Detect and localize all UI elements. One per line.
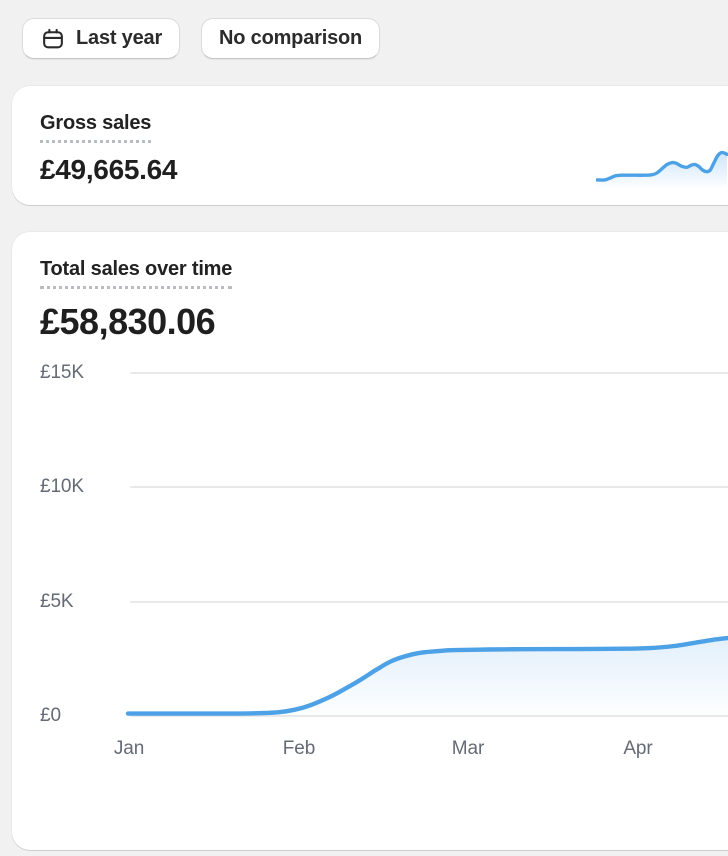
total-sales-line-chart[interactable] [12,232,728,850]
gridline-10k [130,486,728,488]
total-sales-title[interactable]: Total sales over time [40,258,232,289]
date-range-button[interactable]: Last year [22,18,181,59]
comparison-button[interactable]: No comparison [201,18,381,59]
gross-sales-card: Gross sales £49,665.64 [12,86,728,205]
gridline-5k [130,601,728,603]
sparkline-line [595,150,728,182]
x-axis-label-jan: Jan [113,738,145,759]
total-sales-line [125,635,728,716]
x-axis-label-feb: Feb [282,738,316,759]
total-sales-area-fill [128,638,728,716]
x-axis-label-apr: Apr [623,738,653,759]
gridline-15k [130,372,728,374]
x-axis-label-mar: Mar [451,738,485,759]
total-sales-value: £58,830.06 [40,301,216,342]
y-axis-label-0: £0 [40,705,61,726]
comparison-label: No comparison [219,27,363,49]
gross-sales-title[interactable]: Gross sales [40,112,151,143]
calendar-icon [43,28,63,48]
gross-sales-value: £49,665.64 [40,154,178,185]
y-axis-label-10k: £10K [40,476,84,497]
y-axis-label-5k: £5K [40,591,74,612]
date-range-label: Last year [76,27,163,49]
analytics-toolbar: Last year No comparison [22,18,728,59]
gross-sales-sparkline[interactable] [595,144,728,192]
y-axis-label-15k: £15K [40,362,84,383]
total-sales-card: Total sales over time £58,830.06 £15K £1… [12,232,728,850]
